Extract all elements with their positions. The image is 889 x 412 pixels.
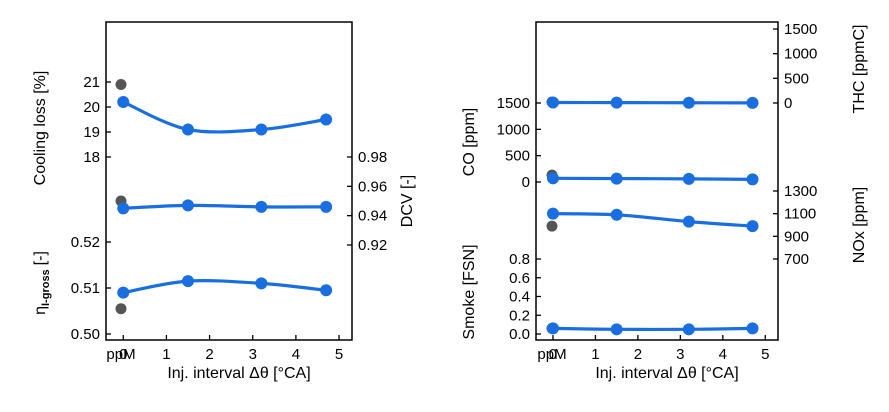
data-point [610,172,623,185]
y-tick-label: 0.2 [509,307,530,324]
y-tick-label: 0.6 [509,270,530,287]
data-point [546,172,559,185]
x-tick-label: 4 [719,346,727,363]
y-tick-label: 20 [83,99,100,116]
x-tick-label: 0 [549,346,557,363]
series-line [121,203,328,210]
data-point [320,200,333,213]
data-point [182,275,194,288]
data-point [117,202,130,215]
y-tick-label: 700 [784,251,809,268]
y-tick-label: 0.96 [358,178,387,195]
x-tick-label: 3 [249,346,257,363]
x-tick-label: 1 [591,346,599,363]
y-tick-label: 0.8 [509,251,530,268]
x-tick-label: 2 [205,346,213,363]
data-point [255,123,268,136]
data-point [255,277,268,290]
y-tick-label: 21 [83,74,100,91]
x-tick-label-ppm: ppM [106,346,135,363]
y-tick-label: 900 [784,228,809,245]
x-tick-label: 5 [761,346,769,363]
data-point [117,96,130,108]
y-axis-label: Smoke [FSN] [461,244,478,339]
data-point [610,323,623,336]
x-axis-label: Inj. interval Δθ [°CA] [167,365,310,382]
y-tick-label: 0.92 [358,237,387,254]
x-tick-label: 5 [335,346,343,363]
data-point [682,96,695,109]
x-tick-label-ppm: ppM [537,346,566,363]
plot-frame [535,21,779,341]
data-point [682,323,695,336]
series-line [121,100,328,134]
y-tick-label: 0.50 [71,326,100,343]
series-line [121,278,328,295]
plot-frame [105,21,353,341]
y-tick-label: 19 [83,124,100,141]
y-tick-label: 1000 [784,46,817,63]
data-point [746,220,759,233]
data-point [320,284,333,297]
y-axis-label: DCV [-] [399,175,416,227]
y-tick-label: 18 [83,149,100,166]
x-axis-label: Inj. interval Δθ [°CA] [595,365,738,382]
reference-point [115,79,127,90]
data-point [182,123,194,136]
data-point [610,96,623,109]
reference-point [546,220,558,232]
series-line [551,326,755,332]
y-axis-label: THC [ppmC] [851,25,868,114]
data-point [746,173,759,186]
reference-point [115,303,127,315]
series-line [551,176,755,181]
data-point [182,199,194,212]
x-tick-label: 2 [634,346,642,363]
y-tick-label: 500 [784,70,809,87]
data-point [682,215,695,228]
y-axis-label: CO [ppm] [461,108,478,176]
x-tick-label: 3 [676,346,684,363]
y-tick-label: 1300 [784,183,817,200]
y-axis-label: ηI-gross[-] [32,251,52,315]
data-point [320,113,333,126]
x-tick-label: 0 [119,346,127,363]
y-axis-label: NOx [ppm] [851,187,868,263]
y-tick-label: 0.0 [509,326,530,343]
y-tick-label: 1500 [497,95,530,112]
y-tick-label: 0.4 [509,289,530,306]
y-tick-label: 0.94 [358,208,387,225]
y-tick-label: 0 [784,95,792,112]
y-tick-label: 0.98 [358,149,387,166]
y-tick-label: 500 [505,148,530,165]
data-point [682,172,695,185]
data-point [746,322,759,335]
data-point [746,96,759,109]
series-line [551,212,755,228]
y-tick-label: 1000 [497,121,530,138]
y-tick-label: 0.51 [71,280,100,297]
data-point [546,96,559,109]
x-tick-label: 1 [162,346,170,363]
data-point [546,322,559,335]
y-axis-label: Cooling loss [%] [32,71,49,186]
y-tick-label: 1100 [784,206,816,223]
y-tick-label: 0.52 [71,234,100,251]
data-point [255,200,268,213]
x-tick-label: 4 [292,346,300,363]
data-point [546,207,559,220]
data-point [610,208,623,221]
y-tick-label: 0 [522,174,530,191]
data-point [117,286,130,299]
y-tick-label: 1500 [784,21,817,38]
